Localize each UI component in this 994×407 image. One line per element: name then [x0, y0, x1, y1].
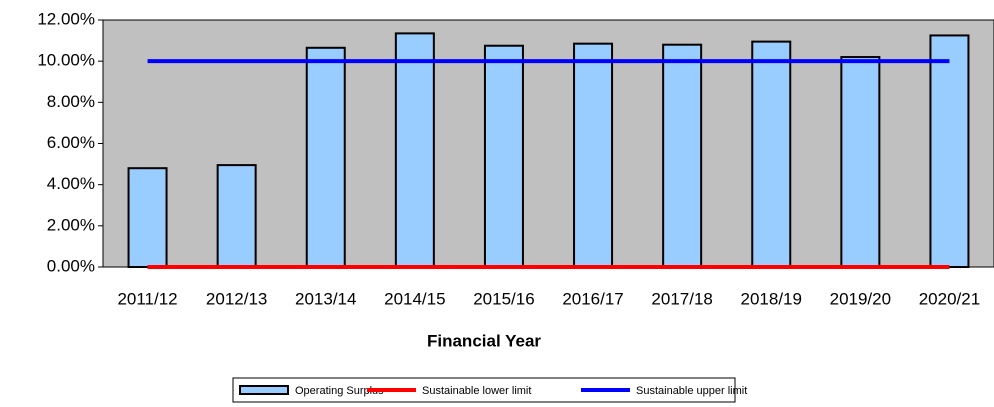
- x-tick-label: 2020/21: [919, 289, 980, 308]
- x-axis-title: Financial Year: [427, 331, 541, 350]
- x-tick-label: 2013/14: [295, 289, 356, 308]
- legend: Operating Surplus Sustainable lower limit…: [232, 377, 747, 403]
- x-tick-label: 2015/16: [473, 289, 534, 308]
- y-tick-label: 6.00%: [47, 133, 95, 152]
- x-tick-label: 2011/12: [117, 289, 177, 308]
- bar: [840, 56, 881, 268]
- legend-box: [232, 377, 736, 403]
- y-tick-label: 12.00%: [37, 9, 95, 28]
- bar: [305, 46, 346, 268]
- x-tick-label: 2017/18: [651, 289, 712, 308]
- bar: [127, 167, 168, 268]
- bar: [216, 164, 257, 268]
- x-tick-label: 2016/17: [562, 289, 623, 308]
- legend-swatch: [239, 385, 289, 395]
- legend-label: Sustainable lower limit: [422, 385, 531, 397]
- y-tick-label: 4.00%: [47, 174, 95, 193]
- bar: [662, 43, 703, 269]
- bar: [573, 42, 614, 268]
- y-tick-label: 0.00%: [47, 256, 95, 275]
- x-tick-label: 2014/15: [384, 289, 445, 308]
- legend-label: Operating Surplus: [295, 385, 384, 397]
- bar: [929, 34, 970, 268]
- y-tick-label: 8.00%: [47, 92, 95, 111]
- y-tick-label: 10.00%: [37, 51, 95, 70]
- bar: [394, 32, 435, 268]
- y-tick-label: 2.00%: [47, 215, 95, 234]
- x-tick-label: 2012/13: [206, 289, 267, 308]
- x-tick-label: 2019/20: [830, 289, 891, 308]
- x-tick-label: 2018/19: [741, 289, 802, 308]
- legend-label: Sustainable upper limit: [636, 385, 747, 397]
- bar: [751, 40, 792, 268]
- bar: [483, 44, 524, 268]
